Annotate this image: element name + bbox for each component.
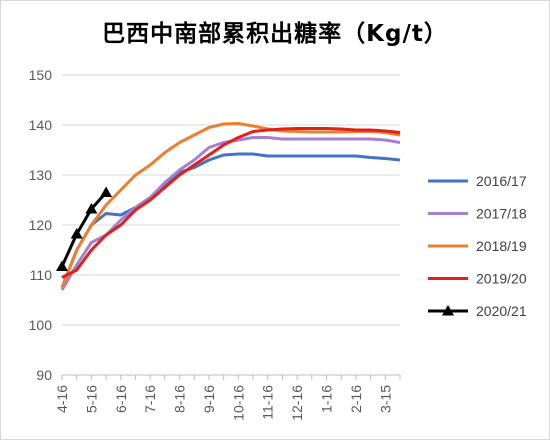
legend-label: 2020/21 — [476, 303, 527, 319]
x-tick-label: 6-16 — [113, 385, 129, 413]
x-tick-label: 1-16 — [319, 385, 335, 413]
legend-label: 2017/18 — [476, 206, 527, 222]
y-tick-label: 100 — [29, 317, 53, 333]
y-tick-label: 140 — [29, 117, 53, 133]
grid-lines — [62, 74, 400, 376]
series-line-2018-19 — [60, 122, 401, 289]
y-tick-label: 90 — [36, 367, 52, 383]
legend: 2016/17 2017/18 2018/19 2019/20 2020/21 — [428, 173, 527, 319]
x-axis-ticks: 4-16 5-16 6-16 7-16 8-16 9-16 10-16 11-16 12-16 1… — [54, 375, 401, 421]
y-tick-label: 120 — [29, 217, 53, 233]
legend-label: 2016/17 — [476, 173, 527, 189]
x-tick-label: 4-16 — [54, 385, 70, 413]
y-tick-label: 130 — [29, 167, 53, 183]
x-tick-label: 11-16 — [260, 385, 276, 420]
data-point-marker — [70, 228, 83, 239]
y-tick-label: 110 — [30, 267, 53, 283]
series-line-2020-21 — [60, 191, 108, 268]
data-point-marker — [85, 203, 98, 214]
legend-label: 2019/20 — [476, 271, 527, 287]
x-tick-label: 5-16 — [83, 385, 99, 413]
legend-label: 2018/19 — [476, 238, 527, 254]
y-tick-label: 150 — [29, 67, 53, 83]
data-point-marker — [56, 260, 68, 271]
x-tick-label: 12-16 — [289, 385, 305, 421]
chart-title: 巴西中南部累积出糖率（Kg/t） — [102, 21, 448, 47]
series-layer — [56, 122, 401, 291]
x-tick-label: 3-15 — [377, 385, 393, 413]
x-tick-label: 9-16 — [201, 385, 217, 413]
data-point-marker — [100, 186, 113, 197]
x-tick-label: 7-16 — [142, 385, 158, 413]
legend-marker — [442, 305, 454, 316]
y-axis-ticks: 90 100 110 120 130 140 150 — [29, 67, 53, 383]
series-line-2016-17 — [60, 152, 401, 289]
x-tick-label: 10-16 — [230, 385, 246, 421]
x-tick-label: 2-16 — [348, 385, 364, 413]
series-line-2019-20 — [61, 127, 401, 279]
x-tick-label: 8-16 — [172, 385, 188, 413]
